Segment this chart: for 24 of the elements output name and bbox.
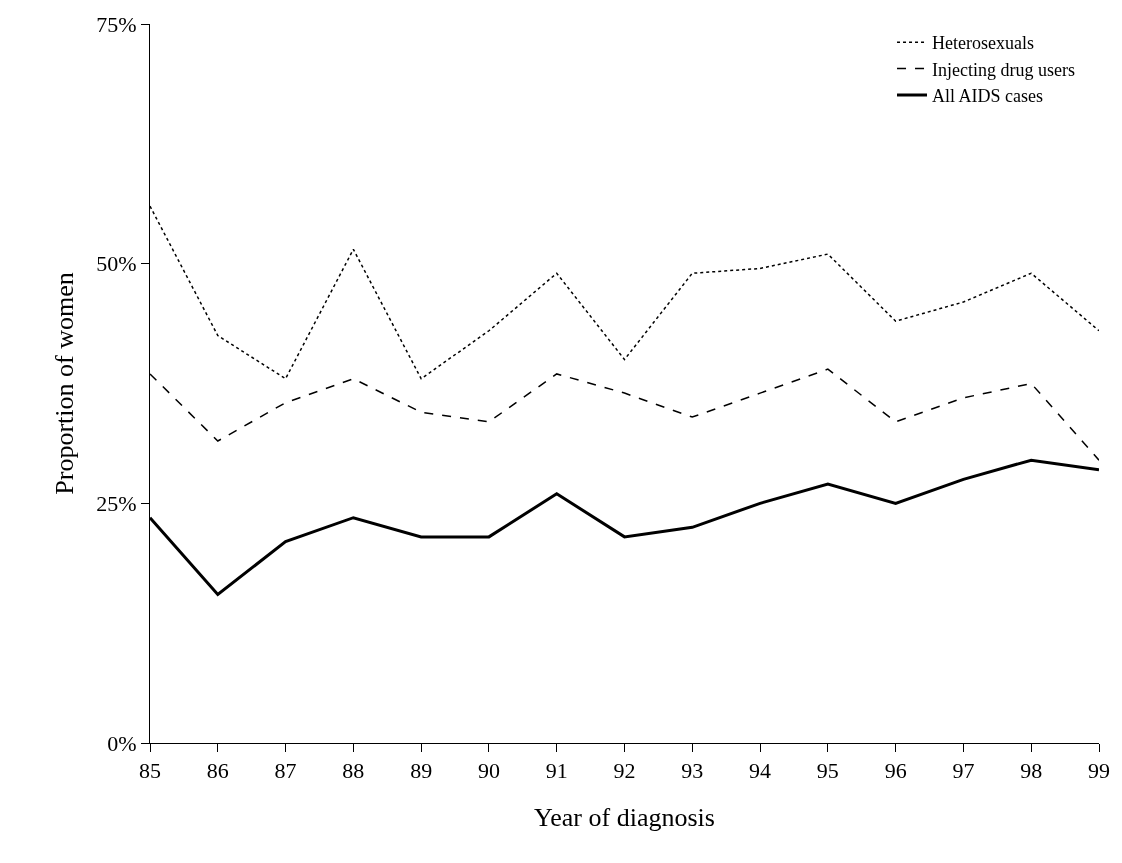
x-tick-label: 89 <box>410 758 433 784</box>
x-tick-label: 96 <box>884 758 907 784</box>
x-tick-label: 87 <box>274 758 297 784</box>
x-tick-label: 95 <box>816 758 839 784</box>
x-tick-label: 86 <box>206 758 229 784</box>
legend-label: All AIDS cases <box>932 86 1044 107</box>
x-tick-label: 97 <box>952 758 975 784</box>
x-tick-label: 98 <box>1020 758 1043 784</box>
x-tick-label: 85 <box>139 758 161 784</box>
x-axis-title: Year of diagnosis <box>534 803 715 833</box>
x-tick-label: 92 <box>613 758 636 784</box>
y-tick-label: 75% <box>96 11 137 37</box>
legend-label: Injecting drug users <box>932 59 1075 80</box>
y-tick-label: 0% <box>107 730 137 756</box>
x-tick-label: 94 <box>749 758 772 784</box>
legend-label: Heterosexuals <box>932 33 1034 54</box>
x-tick-label: 91 <box>545 758 568 784</box>
x-tick-label: 90 <box>477 758 500 784</box>
x-tick-label: 99 <box>1088 758 1110 784</box>
y-tick-label: 50% <box>96 251 137 277</box>
y-axis-title: Proportion of women <box>49 272 79 495</box>
x-tick-label: 88 <box>342 758 365 784</box>
y-tick-label: 25% <box>96 491 137 517</box>
x-tick-label: 93 <box>681 758 704 784</box>
